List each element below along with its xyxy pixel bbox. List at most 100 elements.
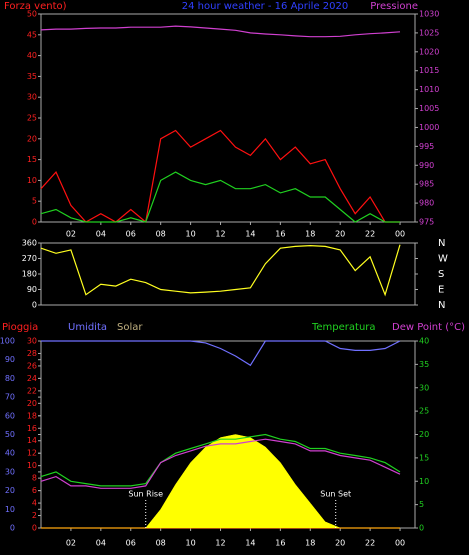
y-tick-label: 15 [419,453,429,462]
y-tick-label: 25 [27,114,37,123]
y-tick-label: 40 [27,51,37,60]
y-tick-label: 360 [22,239,37,248]
series-line [40,171,400,223]
x-tick-label: 10 [186,539,196,548]
y-tick-label: 1020 [419,47,439,56]
y-tick-label: 14 [27,436,37,445]
y-tick-label: 30 [27,337,37,346]
y-tick-label: 60 [5,411,15,420]
solar-area [41,434,401,529]
x-tick-label: 18 [305,230,315,239]
y-tick-label: 985 [419,180,434,189]
x-tick-label: 02 [66,539,76,548]
legend-label: Dew Point (°C) [392,322,465,333]
y-tick-label: 20 [5,486,15,495]
y-tick-label: N [438,238,445,249]
series-line [40,129,400,224]
legend-label: Umidita [68,322,107,333]
y-tick-label: 0 [32,218,37,227]
x-tick-label: 04 [96,230,106,239]
x-tick-label: 14 [245,230,255,239]
x-tick-label: 14 [245,539,255,548]
y-tick-label: 50 [27,10,37,19]
y-tick-label: 5 [32,197,37,206]
y-tick-label: 40 [5,449,15,458]
y-tick-label: 45 [27,30,37,39]
y-tick-label: 10 [5,505,15,514]
y-tick-label: 20 [27,134,37,143]
y-tick-label: 1025 [419,28,439,37]
series-line [40,244,401,297]
y-tick-label: 90 [5,355,15,364]
y-tick-label: 180 [22,270,37,279]
x-tick-label: 08 [156,230,166,239]
y-tick-label: 980 [419,199,434,208]
series-line [41,340,401,367]
x-tick-label: 04 [96,539,106,548]
x-tick-label: 16 [275,539,285,548]
y-tick-label: 2 [32,511,37,520]
y-tick-label: 1015 [419,66,439,75]
legend-label: Pioggia [2,322,38,333]
y-tick-label: 1030 [419,10,439,19]
chart-title: 24 hour weather - 16 Aprile 2020 [182,1,348,12]
x-tick-label: 06 [126,539,136,548]
x-tick-label: 12 [215,539,225,548]
x-tick-label: 00 [395,230,405,239]
y-tick-label: 990 [419,161,434,170]
series-line [40,438,401,489]
y-tick-label: 10 [27,461,37,470]
y-tick-label: 28 [27,349,37,358]
wind-label: Forza vento) [4,1,67,12]
y-tick-label: E [438,285,444,296]
y-tick-label: N [438,300,445,311]
legend-label: Solar [117,322,143,333]
y-tick-label: 100 [0,337,15,346]
y-tick-label: 10 [27,176,37,185]
y-tick-label: 18 [27,411,37,420]
x-tick-label: 02 [66,230,76,239]
y-tick-label: 25 [419,407,429,416]
y-tick-label: 975 [419,218,434,227]
x-tick-label: 06 [126,230,136,239]
y-tick-label: 20 [419,430,429,439]
x-tick-label: 18 [305,539,315,548]
x-tick-label: 08 [156,539,166,548]
x-tick-label: 00 [395,539,405,548]
y-tick-label: 995 [419,142,434,151]
y-tick-label: 20 [27,399,37,408]
y-tick-label: 50 [5,430,15,439]
y-tick-label: 16 [27,424,37,433]
y-tick-label: 70 [5,393,15,402]
y-tick-label: 0 [32,524,37,533]
y-tick-label: 35 [27,72,37,81]
x-tick-label: 16 [275,230,285,239]
y-tick-label: S [438,269,444,280]
y-tick-label: 35 [419,360,429,369]
x-tick-label: 20 [335,539,345,548]
y-tick-label: 24 [27,374,37,383]
x-tick-label: 22 [365,230,375,239]
y-tick-label: 0 [10,524,15,533]
plot-frame [40,13,416,223]
y-tick-label: 1000 [419,123,439,132]
y-tick-label: 5 [419,500,424,509]
y-tick-label: 90 [27,285,37,294]
pressure-label: Pressione [370,1,418,12]
y-tick-label: W [438,254,448,265]
y-tick-label: 30 [419,383,429,392]
y-tick-label: 26 [27,361,37,370]
legend-label: Temperatura [311,322,376,333]
y-tick-label: 0 [419,524,424,533]
y-tick-label: 30 [27,93,37,102]
y-tick-label: 1010 [419,85,439,94]
annotation: Sun Rise [128,490,163,499]
y-tick-label: 40 [419,337,429,346]
y-tick-label: 6 [32,486,37,495]
x-tick-label: 22 [365,539,375,548]
y-tick-label: 0 [32,301,37,310]
y-tick-label: 4 [32,499,37,508]
y-tick-label: 12 [27,449,37,458]
x-tick-label: 12 [215,230,225,239]
